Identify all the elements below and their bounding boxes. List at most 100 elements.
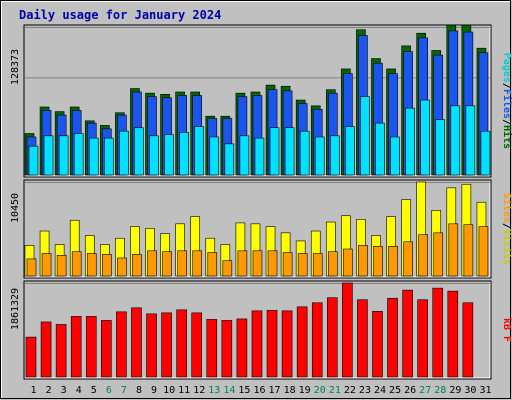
day-labels: 1 2 3 4 5 6 7 8 9 10 11 12 13 14 15 16 17 18 19 20 21 22 23 24 2… <box>31 385 492 396</box>
bar-pages <box>149 135 159 176</box>
bar-sites <box>41 253 52 277</box>
bar-pages <box>224 143 235 176</box>
bar-pages <box>134 127 144 176</box>
bar-pages <box>314 136 325 176</box>
bar-sites <box>267 250 278 277</box>
bar-kb-f <box>417 299 428 378</box>
bar-sites <box>132 254 142 277</box>
bar-pages <box>405 107 415 176</box>
day-label: 12 <box>193 385 205 396</box>
bar-kb-f <box>221 320 233 378</box>
bar-sites <box>102 254 112 277</box>
day-label: 23 <box>359 385 371 396</box>
day-label: 22 <box>344 385 356 396</box>
side-label-part: / <box>501 83 512 89</box>
bar-pages <box>450 105 461 176</box>
panel-top: 128373 Pages/Files/Hits <box>10 24 512 178</box>
side-label-part: / <box>501 119 512 125</box>
bar-sites <box>312 253 323 277</box>
bar-kb-f <box>372 311 383 378</box>
bar-kb-f <box>85 316 97 378</box>
bar-kb-f <box>432 287 444 378</box>
bar-kb-f <box>40 321 52 378</box>
bar-kb-f <box>101 320 112 378</box>
day-label: 20 <box>314 385 326 396</box>
bar-pages <box>239 135 250 176</box>
bar-kb-f <box>161 312 172 378</box>
bar-pages <box>480 130 491 176</box>
panel-max-label: 128373 <box>10 49 21 85</box>
bar-pages <box>269 127 280 176</box>
side-label-part: Pages <box>501 53 512 83</box>
panel-side-label: kB F <box>501 318 512 342</box>
panel-bottom: 1861329 kB F <box>10 280 512 380</box>
bar-pages <box>329 135 340 176</box>
day-label: 27 <box>419 385 431 396</box>
bar-pages <box>299 130 310 176</box>
bar-pages <box>345 126 355 176</box>
day-label: 19 <box>299 385 311 396</box>
bar-kb-f <box>281 310 293 378</box>
bar-pages <box>435 119 446 176</box>
bar-pages <box>254 137 265 176</box>
bar-pages <box>43 135 54 176</box>
side-label-part: Hits <box>501 125 512 149</box>
bar-sites <box>327 251 338 277</box>
bar-pages <box>58 135 69 176</box>
bar-pages <box>164 134 174 176</box>
side-label-part: Sites <box>501 193 512 223</box>
panel-side-label: Pages/Files/Hits <box>501 53 512 149</box>
bar-kb-f <box>206 319 218 378</box>
bar-sites <box>433 232 444 277</box>
bar-pages <box>360 96 370 176</box>
day-label: 10 <box>163 385 175 396</box>
bar-kb-f <box>402 289 413 378</box>
bar-kb-f <box>131 307 142 378</box>
bar-sites <box>478 226 489 277</box>
bar-sites <box>207 252 218 277</box>
day-label: 18 <box>284 385 296 396</box>
day-label: 9 <box>151 385 157 396</box>
bar-kb-f <box>70 316 82 378</box>
day-label: 11 <box>178 385 190 396</box>
bar-pages <box>284 127 295 176</box>
bar-kb-f <box>311 302 323 378</box>
bar-pages <box>465 105 476 176</box>
day-label: 3 <box>61 385 67 396</box>
bar-kb-f <box>146 313 157 378</box>
bar-pages <box>179 132 189 176</box>
day-label: 25 <box>389 385 401 396</box>
day-label: 8 <box>136 385 142 396</box>
side-label-part: / <box>501 223 512 229</box>
day-label: 21 <box>329 385 341 396</box>
day-label: 4 <box>76 385 82 396</box>
bar-kb-f <box>342 282 353 378</box>
day-label: 7 <box>121 385 127 396</box>
series-kb-f <box>25 282 474 378</box>
day-label: 15 <box>238 385 250 396</box>
day-label: 31 <box>479 385 491 396</box>
panel-side-label: Sites/Visits <box>501 193 512 265</box>
day-label: 2 <box>46 385 52 396</box>
day-label: 1 <box>31 385 37 396</box>
chart-title: Daily usage for January 2024 <box>19 8 221 22</box>
bar-sites <box>71 251 82 277</box>
panel-max-label: 1861329 <box>10 288 21 330</box>
bar-sites <box>282 252 293 277</box>
bar-kb-f <box>176 309 187 378</box>
bar-sites <box>418 234 428 277</box>
bar-kb-f <box>357 299 368 378</box>
day-label: 24 <box>374 385 386 396</box>
bar-sites <box>373 246 383 277</box>
bar-pages <box>420 99 430 176</box>
series-sites <box>26 223 489 277</box>
bar-pages <box>28 145 39 176</box>
bar-sites <box>192 250 203 277</box>
bar-pages <box>390 136 400 176</box>
bar-kb-f <box>251 310 263 378</box>
bar-sites <box>222 260 233 277</box>
day-label: 26 <box>404 385 416 396</box>
side-label-part: Visits <box>501 229 512 265</box>
